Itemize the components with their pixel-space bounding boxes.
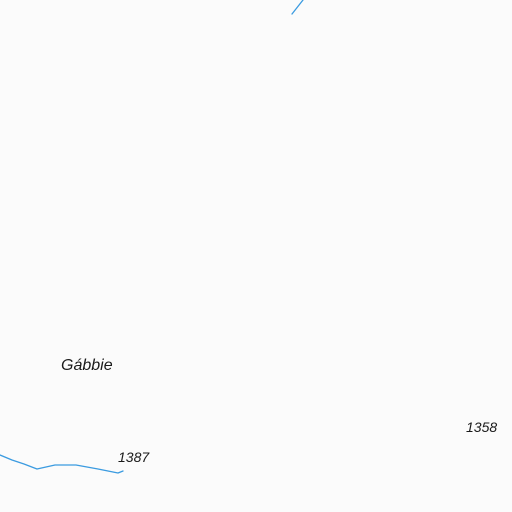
elevation-label-1387: 1387	[118, 449, 150, 465]
elevation-label-1358: 1358	[466, 419, 498, 435]
stream-line-bottom	[0, 454, 124, 474]
place-name-label: Gábbie	[61, 357, 113, 374]
stream-line-top	[291, 0, 304, 15]
